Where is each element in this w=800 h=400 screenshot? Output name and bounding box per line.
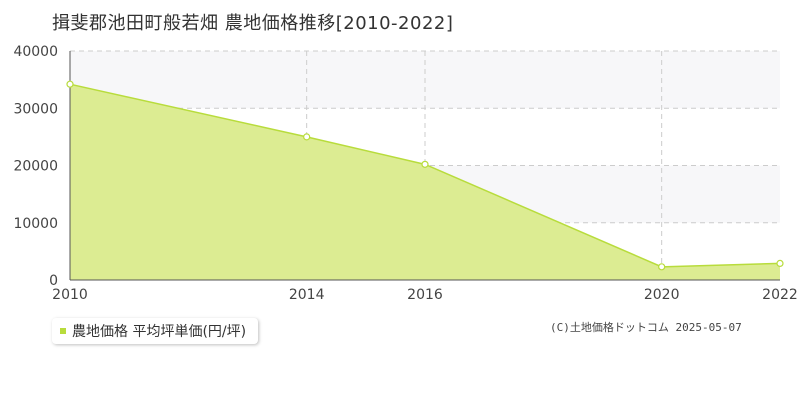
y-tick-label: 30000	[13, 101, 58, 117]
x-tick-label: 2022	[762, 287, 798, 303]
chart-title: 揖斐郡池田町般若畑 農地価格推移[2010-2022]	[52, 13, 454, 34]
data-point	[421, 160, 429, 168]
legend: 農地価格 平均坪単価(円/坪)	[52, 318, 259, 344]
series-area	[70, 84, 780, 280]
data-point	[776, 259, 784, 267]
data-point	[658, 263, 666, 271]
x-tick-label: 2020	[644, 287, 680, 303]
y-tick-label: 20000	[13, 159, 58, 175]
legend-label: 農地価格 平均坪単価(円/坪)	[72, 324, 247, 340]
y-tick-label: 40000	[13, 44, 58, 60]
x-tick-label: 2014	[289, 287, 325, 303]
data-point	[66, 80, 74, 88]
legend-marker-icon	[60, 328, 66, 334]
data-point	[303, 133, 311, 141]
copyright: (C)土地価格ドットコム 2025-05-07	[550, 321, 742, 334]
y-tick-label: 0	[49, 273, 58, 289]
y-tick-label: 10000	[13, 216, 58, 232]
x-tick-label: 2016	[407, 287, 443, 303]
x-tick-label: 2010	[52, 287, 88, 303]
